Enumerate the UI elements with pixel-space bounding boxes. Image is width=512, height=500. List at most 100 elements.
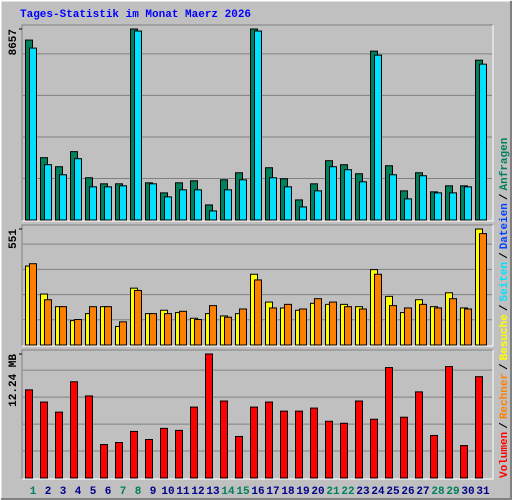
x-tick-label: 28 bbox=[431, 486, 445, 498]
bar bbox=[239, 179, 247, 221]
bar bbox=[209, 305, 217, 346]
x-tick-label: 17 bbox=[266, 486, 279, 498]
x-tick-label: 30 bbox=[461, 486, 474, 498]
bar bbox=[299, 308, 307, 346]
bar bbox=[434, 192, 442, 221]
bar bbox=[164, 313, 172, 346]
bar bbox=[419, 303, 427, 346]
x-tick-label: 14 bbox=[221, 486, 235, 498]
x-tick-label: 29 bbox=[446, 486, 459, 498]
bar bbox=[190, 406, 198, 479]
bar bbox=[385, 367, 393, 479]
bar bbox=[464, 186, 472, 221]
bar bbox=[389, 174, 397, 221]
bar bbox=[449, 298, 457, 346]
bar bbox=[254, 30, 262, 221]
x-tick-label: 22 bbox=[341, 486, 354, 498]
bar bbox=[164, 196, 172, 221]
bar bbox=[404, 307, 412, 346]
bar bbox=[44, 164, 52, 221]
bar bbox=[70, 381, 78, 479]
x-tick-label: 27 bbox=[416, 486, 429, 498]
bar bbox=[265, 401, 273, 479]
bar bbox=[209, 210, 217, 221]
bar bbox=[149, 183, 157, 221]
x-tick-label: 12 bbox=[191, 486, 204, 498]
x-tick-label: 3 bbox=[60, 486, 67, 498]
bar bbox=[460, 445, 468, 479]
x-tick-label: 24 bbox=[371, 486, 385, 498]
bar bbox=[284, 186, 292, 221]
legend-separator: / bbox=[499, 252, 511, 259]
bar bbox=[374, 273, 382, 346]
bar bbox=[149, 313, 157, 346]
legend-separator: / bbox=[499, 363, 511, 370]
y-tick-label: 8657 bbox=[8, 29, 20, 55]
x-tick-label: 20 bbox=[311, 486, 324, 498]
bar bbox=[415, 391, 423, 479]
legend-separator: / bbox=[499, 193, 511, 200]
bar bbox=[145, 439, 153, 479]
bar bbox=[74, 319, 82, 346]
bar bbox=[175, 429, 183, 479]
panel-border-dark bbox=[21, 224, 493, 346]
bar bbox=[224, 316, 232, 346]
bar bbox=[419, 175, 427, 221]
bar bbox=[205, 353, 213, 479]
bar bbox=[40, 401, 48, 479]
bar bbox=[179, 189, 187, 221]
bar bbox=[104, 186, 112, 221]
bar bbox=[389, 305, 397, 346]
x-tick-label: 9 bbox=[150, 486, 157, 498]
bar bbox=[59, 174, 67, 221]
chart-title: Tages-Statistik im Monat Maerz 2026 bbox=[20, 9, 251, 21]
bar bbox=[374, 54, 382, 221]
bar bbox=[370, 418, 378, 479]
bar bbox=[325, 420, 333, 479]
x-tick-label: 7 bbox=[120, 486, 127, 498]
bar bbox=[359, 181, 367, 221]
panel-border-light bbox=[22, 225, 494, 347]
bar bbox=[430, 434, 438, 479]
bar bbox=[284, 303, 292, 346]
bar bbox=[449, 192, 457, 221]
legend-entry: Anfragen bbox=[499, 138, 511, 191]
bar bbox=[89, 306, 97, 346]
legend-entry: Dateien bbox=[499, 203, 511, 249]
x-tick-label: 26 bbox=[401, 486, 414, 498]
x-tick-label: 25 bbox=[386, 486, 400, 498]
x-tick-label: 21 bbox=[326, 486, 340, 498]
bar bbox=[340, 422, 348, 479]
bar bbox=[220, 400, 228, 479]
panel-border-dark bbox=[21, 349, 493, 479]
bar bbox=[59, 306, 67, 346]
legend-entry: Rechner bbox=[499, 373, 511, 419]
bar bbox=[434, 307, 442, 346]
panel-border-light bbox=[22, 25, 494, 222]
bar bbox=[130, 430, 138, 479]
bar bbox=[100, 444, 108, 479]
x-tick-label: 23 bbox=[356, 486, 370, 498]
bar bbox=[44, 299, 52, 346]
x-tick-label: 1 bbox=[30, 486, 37, 498]
legend-text: Volumen / Rechner / Besuche / Seiten / Dateien / A… bbox=[499, 138, 511, 478]
bar bbox=[134, 30, 142, 221]
bar bbox=[29, 47, 37, 221]
bar bbox=[314, 190, 322, 221]
bar bbox=[179, 310, 187, 346]
bar bbox=[400, 416, 408, 479]
x-tick-label: 8 bbox=[135, 486, 142, 498]
bar bbox=[479, 63, 487, 221]
bar bbox=[194, 319, 202, 346]
bar bbox=[479, 233, 487, 346]
x-tick-label: 15 bbox=[236, 486, 250, 498]
x-tick-label: 19 bbox=[296, 486, 309, 498]
bar bbox=[89, 186, 97, 221]
x-tick-label: 2 bbox=[45, 486, 52, 498]
bar bbox=[25, 389, 33, 479]
bar bbox=[295, 410, 303, 479]
bar bbox=[194, 189, 202, 221]
bar bbox=[464, 308, 472, 346]
legend-entry: Volumen bbox=[499, 432, 511, 478]
